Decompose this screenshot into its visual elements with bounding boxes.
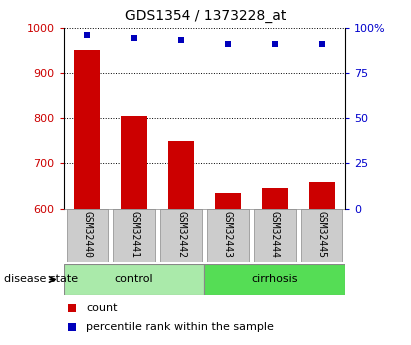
- Text: disease state: disease state: [4, 275, 78, 284]
- Text: GSM32442: GSM32442: [176, 211, 186, 258]
- Bar: [121, 116, 147, 209]
- Text: GDS1354 / 1373228_at: GDS1354 / 1373228_at: [125, 9, 286, 23]
- Bar: [74, 50, 100, 209]
- Bar: [160, 209, 202, 262]
- Bar: [207, 209, 249, 262]
- Bar: [67, 209, 108, 262]
- Text: cirrhosis: cirrhosis: [252, 275, 298, 284]
- Bar: [205, 264, 345, 295]
- Bar: [215, 193, 241, 209]
- Text: GSM32443: GSM32443: [223, 211, 233, 258]
- Text: control: control: [115, 275, 153, 284]
- Text: GSM32445: GSM32445: [317, 211, 327, 258]
- Text: GSM32444: GSM32444: [270, 211, 280, 258]
- Bar: [301, 209, 342, 262]
- Text: GSM32441: GSM32441: [129, 211, 139, 258]
- Bar: [168, 141, 194, 209]
- Bar: [113, 209, 155, 262]
- Bar: [254, 209, 296, 262]
- Bar: [309, 181, 335, 209]
- Text: GSM32440: GSM32440: [82, 211, 92, 258]
- Text: count: count: [86, 303, 118, 313]
- Bar: [262, 188, 288, 209]
- Bar: [64, 264, 205, 295]
- Text: percentile rank within the sample: percentile rank within the sample: [86, 322, 274, 332]
